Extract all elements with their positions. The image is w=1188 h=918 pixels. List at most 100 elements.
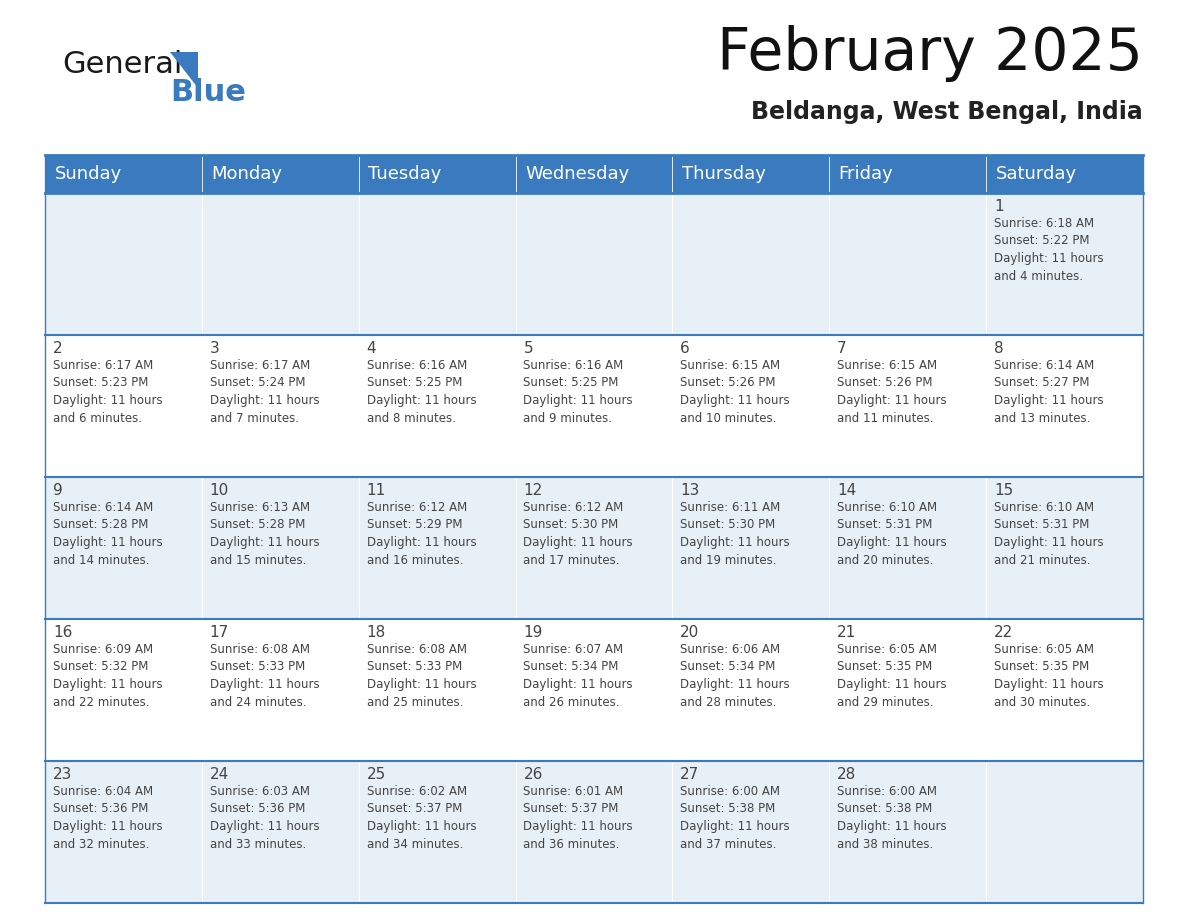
Text: 12: 12 <box>524 483 543 498</box>
Text: Sunrise: 6:17 AM
Sunset: 5:23 PM
Daylight: 11 hours
and 6 minutes.: Sunrise: 6:17 AM Sunset: 5:23 PM Dayligh… <box>52 359 163 424</box>
Text: 9: 9 <box>52 483 63 498</box>
Bar <box>986 761 1143 903</box>
Text: 11: 11 <box>367 483 386 498</box>
Bar <box>359 477 516 619</box>
Text: 24: 24 <box>210 767 229 782</box>
Bar <box>672 619 829 761</box>
Polygon shape <box>170 52 198 88</box>
Text: Sunrise: 6:17 AM
Sunset: 5:24 PM
Daylight: 11 hours
and 7 minutes.: Sunrise: 6:17 AM Sunset: 5:24 PM Dayligh… <box>210 359 320 424</box>
Text: Sunrise: 6:04 AM
Sunset: 5:36 PM
Daylight: 11 hours
and 32 minutes.: Sunrise: 6:04 AM Sunset: 5:36 PM Dayligh… <box>52 785 163 850</box>
Text: Sunrise: 6:00 AM
Sunset: 5:38 PM
Daylight: 11 hours
and 37 minutes.: Sunrise: 6:00 AM Sunset: 5:38 PM Dayligh… <box>681 785 790 850</box>
Bar <box>672 761 829 903</box>
Text: Sunrise: 6:12 AM
Sunset: 5:29 PM
Daylight: 11 hours
and 16 minutes.: Sunrise: 6:12 AM Sunset: 5:29 PM Dayligh… <box>367 501 476 566</box>
Text: 2: 2 <box>52 341 63 356</box>
Text: Beldanga, West Bengal, India: Beldanga, West Bengal, India <box>751 100 1143 124</box>
Text: 18: 18 <box>367 625 386 640</box>
Text: Sunrise: 6:10 AM
Sunset: 5:31 PM
Daylight: 11 hours
and 21 minutes.: Sunrise: 6:10 AM Sunset: 5:31 PM Dayligh… <box>994 501 1104 566</box>
Text: Sunrise: 6:16 AM
Sunset: 5:25 PM
Daylight: 11 hours
and 8 minutes.: Sunrise: 6:16 AM Sunset: 5:25 PM Dayligh… <box>367 359 476 424</box>
Text: Sunrise: 6:14 AM
Sunset: 5:27 PM
Daylight: 11 hours
and 13 minutes.: Sunrise: 6:14 AM Sunset: 5:27 PM Dayligh… <box>994 359 1104 424</box>
Text: Sunrise: 6:03 AM
Sunset: 5:36 PM
Daylight: 11 hours
and 33 minutes.: Sunrise: 6:03 AM Sunset: 5:36 PM Dayligh… <box>210 785 320 850</box>
Text: Sunrise: 6:16 AM
Sunset: 5:25 PM
Daylight: 11 hours
and 9 minutes.: Sunrise: 6:16 AM Sunset: 5:25 PM Dayligh… <box>524 359 633 424</box>
Text: 25: 25 <box>367 767 386 782</box>
Text: Sunrise: 6:01 AM
Sunset: 5:37 PM
Daylight: 11 hours
and 36 minutes.: Sunrise: 6:01 AM Sunset: 5:37 PM Dayligh… <box>524 785 633 850</box>
Bar <box>829 761 986 903</box>
Bar <box>45 155 202 193</box>
Bar <box>986 477 1143 619</box>
Bar <box>516 477 672 619</box>
Bar <box>516 193 672 335</box>
Text: Sunrise: 6:15 AM
Sunset: 5:26 PM
Daylight: 11 hours
and 10 minutes.: Sunrise: 6:15 AM Sunset: 5:26 PM Dayligh… <box>681 359 790 424</box>
Text: 14: 14 <box>838 483 857 498</box>
Text: 6: 6 <box>681 341 690 356</box>
Text: Sunrise: 6:08 AM
Sunset: 5:33 PM
Daylight: 11 hours
and 24 minutes.: Sunrise: 6:08 AM Sunset: 5:33 PM Dayligh… <box>210 643 320 709</box>
Text: Sunrise: 6:18 AM
Sunset: 5:22 PM
Daylight: 11 hours
and 4 minutes.: Sunrise: 6:18 AM Sunset: 5:22 PM Dayligh… <box>994 217 1104 283</box>
Bar <box>202 335 359 477</box>
Bar <box>202 155 359 193</box>
Bar <box>829 619 986 761</box>
Bar <box>359 193 516 335</box>
Bar <box>45 193 202 335</box>
Text: 1: 1 <box>994 199 1004 214</box>
Bar <box>516 761 672 903</box>
Bar <box>829 155 986 193</box>
Text: Sunrise: 6:10 AM
Sunset: 5:31 PM
Daylight: 11 hours
and 20 minutes.: Sunrise: 6:10 AM Sunset: 5:31 PM Dayligh… <box>838 501 947 566</box>
Text: Saturday: Saturday <box>996 165 1076 183</box>
Text: Sunrise: 6:05 AM
Sunset: 5:35 PM
Daylight: 11 hours
and 29 minutes.: Sunrise: 6:05 AM Sunset: 5:35 PM Dayligh… <box>838 643 947 709</box>
Text: February 2025: February 2025 <box>718 25 1143 82</box>
Text: Blue: Blue <box>170 78 246 107</box>
Text: 7: 7 <box>838 341 847 356</box>
Bar <box>359 619 516 761</box>
Bar <box>516 335 672 477</box>
Bar <box>672 477 829 619</box>
Text: 3: 3 <box>210 341 220 356</box>
Bar <box>672 335 829 477</box>
Text: Sunrise: 6:15 AM
Sunset: 5:26 PM
Daylight: 11 hours
and 11 minutes.: Sunrise: 6:15 AM Sunset: 5:26 PM Dayligh… <box>838 359 947 424</box>
Text: Friday: Friday <box>839 165 893 183</box>
Text: Sunrise: 6:00 AM
Sunset: 5:38 PM
Daylight: 11 hours
and 38 minutes.: Sunrise: 6:00 AM Sunset: 5:38 PM Dayligh… <box>838 785 947 850</box>
Text: 17: 17 <box>210 625 229 640</box>
Bar <box>359 761 516 903</box>
Text: 16: 16 <box>52 625 72 640</box>
Bar <box>829 193 986 335</box>
Text: 10: 10 <box>210 483 229 498</box>
Text: 27: 27 <box>681 767 700 782</box>
Text: 28: 28 <box>838 767 857 782</box>
Bar <box>986 155 1143 193</box>
Bar <box>202 193 359 335</box>
Text: 4: 4 <box>367 341 377 356</box>
Text: Sunrise: 6:11 AM
Sunset: 5:30 PM
Daylight: 11 hours
and 19 minutes.: Sunrise: 6:11 AM Sunset: 5:30 PM Dayligh… <box>681 501 790 566</box>
Text: Thursday: Thursday <box>682 165 766 183</box>
Bar <box>516 155 672 193</box>
Bar <box>202 619 359 761</box>
Text: 19: 19 <box>524 625 543 640</box>
Text: Sunrise: 6:05 AM
Sunset: 5:35 PM
Daylight: 11 hours
and 30 minutes.: Sunrise: 6:05 AM Sunset: 5:35 PM Dayligh… <box>994 643 1104 709</box>
Text: Sunrise: 6:02 AM
Sunset: 5:37 PM
Daylight: 11 hours
and 34 minutes.: Sunrise: 6:02 AM Sunset: 5:37 PM Dayligh… <box>367 785 476 850</box>
Bar <box>986 335 1143 477</box>
Bar <box>45 619 202 761</box>
Text: 8: 8 <box>994 341 1004 356</box>
Text: Sunrise: 6:13 AM
Sunset: 5:28 PM
Daylight: 11 hours
and 15 minutes.: Sunrise: 6:13 AM Sunset: 5:28 PM Dayligh… <box>210 501 320 566</box>
Text: Tuesday: Tuesday <box>368 165 442 183</box>
Text: Sunrise: 6:12 AM
Sunset: 5:30 PM
Daylight: 11 hours
and 17 minutes.: Sunrise: 6:12 AM Sunset: 5:30 PM Dayligh… <box>524 501 633 566</box>
Bar <box>45 477 202 619</box>
Bar <box>986 193 1143 335</box>
Text: 5: 5 <box>524 341 533 356</box>
Text: 13: 13 <box>681 483 700 498</box>
Text: 23: 23 <box>52 767 72 782</box>
Text: 20: 20 <box>681 625 700 640</box>
Bar <box>672 193 829 335</box>
Text: Sunrise: 6:14 AM
Sunset: 5:28 PM
Daylight: 11 hours
and 14 minutes.: Sunrise: 6:14 AM Sunset: 5:28 PM Dayligh… <box>52 501 163 566</box>
Bar <box>829 335 986 477</box>
Text: 15: 15 <box>994 483 1013 498</box>
Text: 22: 22 <box>994 625 1013 640</box>
Bar <box>359 335 516 477</box>
Text: Sunrise: 6:07 AM
Sunset: 5:34 PM
Daylight: 11 hours
and 26 minutes.: Sunrise: 6:07 AM Sunset: 5:34 PM Dayligh… <box>524 643 633 709</box>
Bar <box>45 335 202 477</box>
Text: Sunday: Sunday <box>55 165 121 183</box>
Text: Sunrise: 6:09 AM
Sunset: 5:32 PM
Daylight: 11 hours
and 22 minutes.: Sunrise: 6:09 AM Sunset: 5:32 PM Dayligh… <box>52 643 163 709</box>
Bar <box>45 761 202 903</box>
Bar <box>516 619 672 761</box>
Bar <box>986 619 1143 761</box>
Text: Sunrise: 6:08 AM
Sunset: 5:33 PM
Daylight: 11 hours
and 25 minutes.: Sunrise: 6:08 AM Sunset: 5:33 PM Dayligh… <box>367 643 476 709</box>
Text: 26: 26 <box>524 767 543 782</box>
